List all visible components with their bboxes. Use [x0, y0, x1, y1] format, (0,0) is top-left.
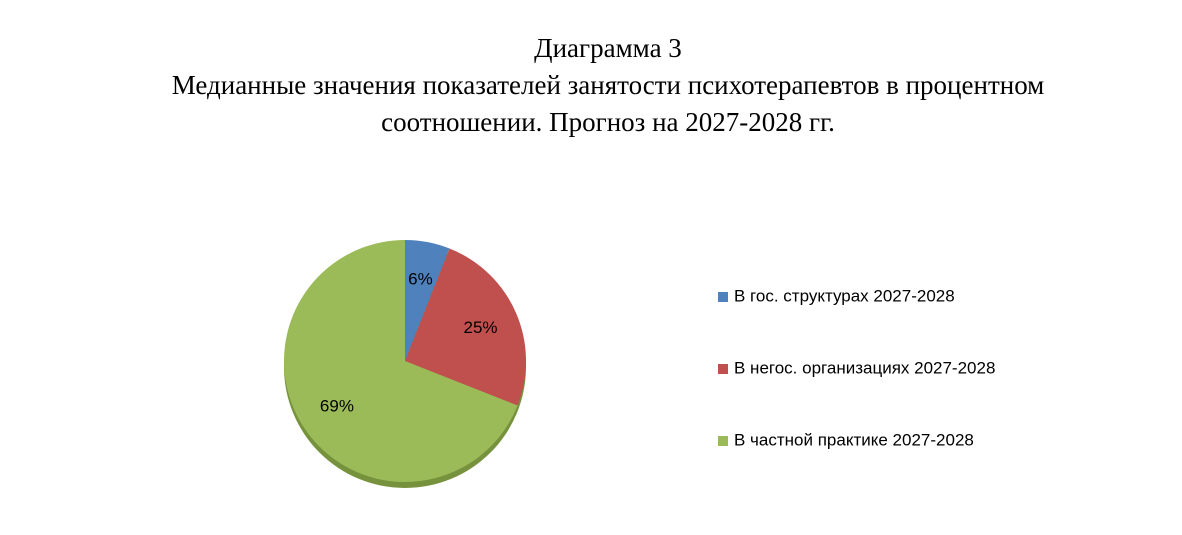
pie-slice [283, 240, 518, 482]
chart-subtitle: Медианные значения показателей занятости… [171, 70, 1045, 137]
legend-label: В негос. организациях 2027-2028 [734, 358, 995, 377]
legend-label: В частной практике 2027-2028 [734, 430, 974, 449]
pie-slice [405, 240, 450, 361]
legend-swatch [718, 364, 728, 374]
data-label: 6% [408, 270, 433, 289]
data-label: 25% [463, 318, 497, 337]
legend-swatch [718, 436, 728, 446]
legend-swatch [718, 292, 728, 302]
data-label: 69% [320, 397, 354, 416]
pie-slice [405, 248, 526, 406]
titles: Диаграмма 3 Медианные значения показател… [100, 30, 1116, 141]
chart-title: Диаграмма 3 [534, 33, 682, 63]
legend-label: В гос. структурах 2027-2028 [734, 286, 955, 305]
